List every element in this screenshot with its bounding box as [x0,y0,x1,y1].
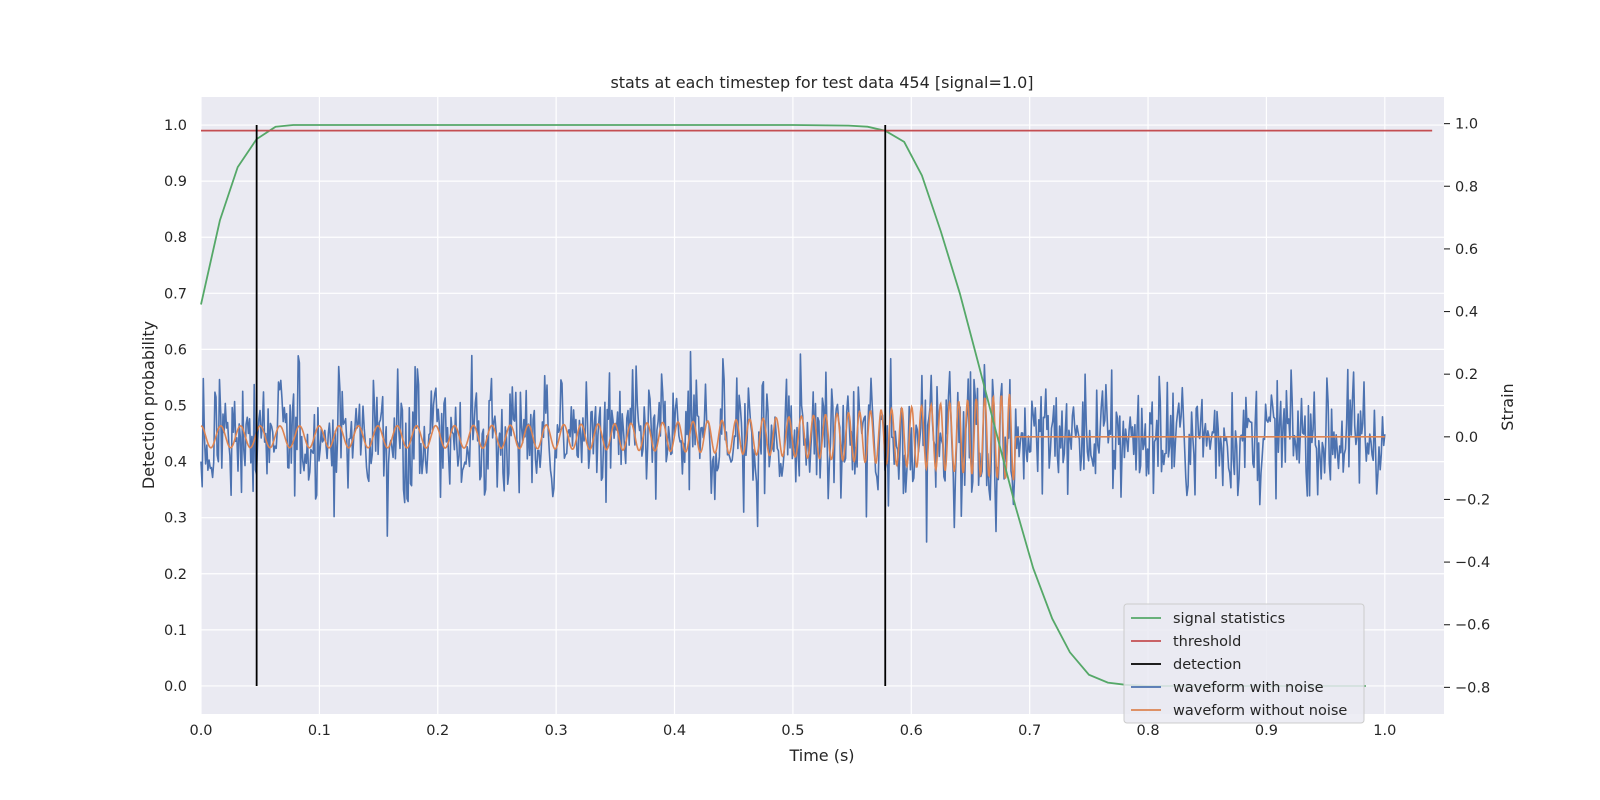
y-right-tick-label: 0.4 [1455,305,1478,321]
x-tick-label: 0.9 [1255,723,1278,739]
y-right-tick-label: 0.8 [1455,179,1478,195]
legend: signal statistics threshold detection wa… [1123,603,1365,724]
y-right-tick-label: 0.6 [1455,242,1478,258]
x-tick-label: 0.7 [1018,723,1041,739]
x-tick-label: 0.8 [1137,723,1160,739]
legend-label-detection: detection [1173,657,1241,673]
y-right-tick-label: −0.4 [1455,555,1490,571]
y-left-tick-label: 0.5 [164,399,187,415]
y-left-tick-label: 0.4 [164,455,187,471]
y-left-tick-label: 0.2 [164,567,187,583]
x-tick-label: 0.5 [781,723,804,739]
y-right-tick-label: −0.6 [1455,618,1490,634]
y-right-tick-label: 0.2 [1455,367,1478,383]
y-right-tick-label: −0.2 [1455,492,1490,508]
x-tick-label: 0.3 [545,723,568,739]
x-tick-label: 0.6 [900,723,923,739]
ticks-layer: 0.0 0.1 0.2 0.3 0.4 0.5 0.6 0.7 0.8 0.9 1.0 0.0 0.1 0… [164,117,1490,739]
x-axis-label: Time (s) [788,746,854,765]
x-tick-label: 0.2 [426,723,449,739]
legend-label-waveform-with-noise: waveform with noise [1173,680,1324,696]
x-tick-label: 1.0 [1373,723,1396,739]
legend-label-waveform-without-noise: waveform without noise [1173,703,1347,719]
x-tick-label: 0.1 [308,723,331,739]
y-left-tick-label: 0.8 [164,230,187,246]
y-axis-left-label: Detection probability [139,321,158,489]
legend-label-threshold: threshold [1173,634,1241,650]
y-right-tick-label: 0.0 [1455,430,1478,446]
y-left-tick-label: 0.9 [164,174,187,190]
y-left-tick-label: 0.7 [164,286,187,302]
series-signal-statistics [200,124,1366,687]
x-tick-label: 0.4 [663,723,686,739]
y-right-tick-label: −0.8 [1455,680,1490,696]
legend-box [1123,603,1365,724]
y-left-tick-label: 1.0 [164,118,187,134]
chart-title: stats at each timestep for test data 454… [610,73,1033,92]
legend-label-signal-statistics: signal statistics [1173,611,1285,627]
series-waveform-without-noise [200,393,1385,481]
y-left-tick-label: 0.3 [164,511,187,527]
y-left-tick-label: 0.6 [164,342,187,358]
y-left-tick-label: 0.1 [164,623,187,639]
x-tick-label: 0.0 [189,723,212,739]
y-left-tick-label: 0.0 [164,679,187,695]
y-right-tick-label: 1.0 [1455,117,1478,133]
series-layer [200,124,1433,687]
series-waveform-with-noise [200,350,1386,543]
y-axis-right-label: Strain [1498,383,1517,430]
